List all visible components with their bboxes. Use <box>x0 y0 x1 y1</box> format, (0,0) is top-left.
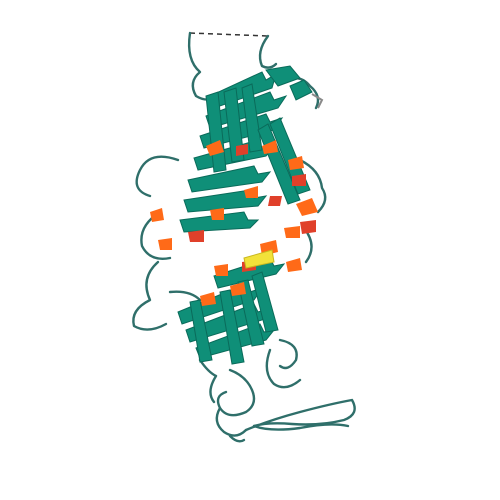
beta-sheet-lower <box>177 257 286 365</box>
side-chain-stick <box>311 93 324 109</box>
coil-loops <box>132 31 356 443</box>
yellow-feature <box>243 249 275 269</box>
missing-residues-dashed-line <box>189 32 269 37</box>
highlighted-residues <box>150 140 318 306</box>
beta-sheet-upper <box>179 65 313 233</box>
